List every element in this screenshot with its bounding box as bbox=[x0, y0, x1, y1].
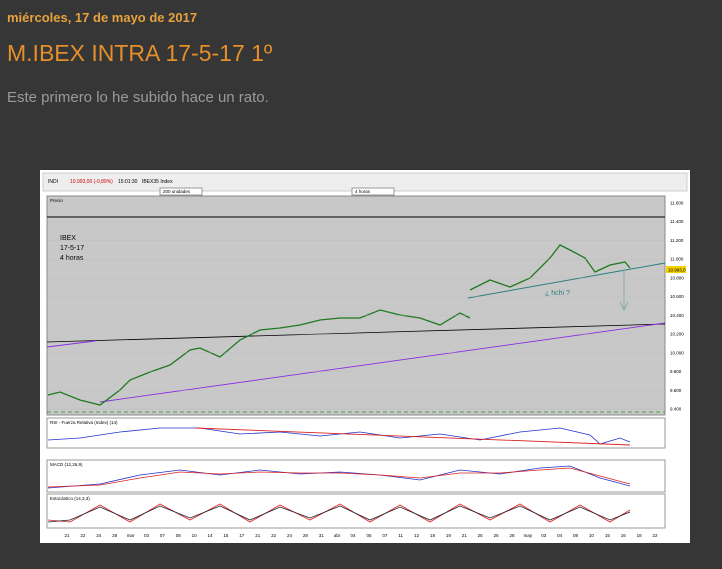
annotation: 17-5-17 bbox=[60, 245, 84, 252]
price-label: 11.200 bbox=[670, 238, 684, 243]
price-label: 11.400 bbox=[670, 219, 684, 224]
x-label: 15 bbox=[223, 533, 229, 538]
x-label: mar bbox=[127, 533, 135, 538]
post-body: Este primero lo he subido hace un rato. bbox=[7, 89, 269, 106]
x-label: 08 bbox=[176, 533, 182, 538]
x-label: 05 bbox=[366, 533, 372, 538]
x-label: 18 bbox=[430, 533, 436, 538]
toolbar-text: INDI bbox=[48, 179, 58, 185]
toolbar-text: IBEX35 Index bbox=[142, 179, 173, 185]
x-label: 07 bbox=[160, 533, 166, 538]
x-label: 17 bbox=[239, 533, 245, 538]
x-label: 21 bbox=[255, 533, 261, 538]
price-label: 10.600 bbox=[670, 294, 684, 299]
x-label: 21 bbox=[64, 533, 70, 538]
x-label: 11 bbox=[398, 533, 403, 538]
x-label: 21 bbox=[462, 533, 468, 538]
x-label: 22 bbox=[80, 533, 86, 538]
annotation: ¿ hchi ? bbox=[545, 290, 570, 297]
indicator-label: MACD (12,26,9) bbox=[50, 462, 83, 467]
x-label: 14 bbox=[208, 533, 214, 538]
annotation: 4 horas bbox=[60, 255, 84, 262]
x-label: 15 bbox=[605, 533, 611, 538]
price-label: 10.200 bbox=[670, 332, 684, 337]
price-label: 11.000 bbox=[670, 257, 684, 262]
x-label: 22 bbox=[271, 533, 277, 538]
x-label: 26 bbox=[494, 533, 500, 538]
indicator-label: Estocástico (14,3,3) bbox=[50, 496, 90, 501]
price-label: 10.400 bbox=[670, 313, 684, 318]
x-label: 24 bbox=[287, 533, 293, 538]
x-label: 28 bbox=[303, 533, 309, 538]
annotation: IBEX bbox=[60, 235, 76, 242]
panel-label: Precio bbox=[50, 198, 63, 203]
x-label: abr bbox=[334, 533, 341, 538]
x-label: 25 bbox=[478, 533, 484, 538]
price-label: 9.400 bbox=[670, 407, 682, 412]
x-label: 10 bbox=[192, 533, 198, 538]
x-label: 10 bbox=[589, 533, 595, 538]
post-title[interactable]: M.IBEX INTRA 17-5-17 1º bbox=[7, 40, 273, 66]
x-label: 04 bbox=[557, 533, 563, 538]
chart-image: INDI 10.993,00 (-0,89%) 15:01:30 IBEX35 … bbox=[40, 170, 690, 543]
x-label: 18 bbox=[637, 533, 643, 538]
price-label: 10.000 bbox=[670, 350, 684, 355]
price-label: 9.600 bbox=[670, 388, 682, 393]
x-label: may bbox=[524, 533, 533, 538]
x-label: 22 bbox=[652, 533, 658, 538]
post-date: miércoles, 17 de mayo de 2017 bbox=[7, 10, 198, 25]
x-label: 07 bbox=[382, 533, 388, 538]
x-label: 28 bbox=[112, 533, 118, 538]
toolbar-text: 15:01:30 bbox=[118, 179, 138, 185]
x-label: 19 bbox=[446, 533, 452, 538]
price-label: 10.800 bbox=[670, 275, 684, 280]
indicator-label: RSI - Fuerza Relativa (Index) (14) bbox=[50, 420, 118, 425]
toolbar-select[interactable]: 4 horas bbox=[355, 189, 371, 194]
x-label: 24 bbox=[96, 533, 102, 538]
x-label: 08 bbox=[573, 533, 579, 538]
x-label: 12 bbox=[414, 533, 420, 538]
toolbar-text: 10.993,00 (-0,89%) bbox=[70, 179, 113, 185]
x-label: 28 bbox=[509, 533, 515, 538]
last-price: 10.993,0 bbox=[668, 268, 686, 273]
price-label: 9.800 bbox=[670, 369, 682, 374]
x-label: 03 bbox=[144, 533, 150, 538]
toolbar-select[interactable]: 200 unidades bbox=[163, 189, 191, 194]
x-label: 31 bbox=[319, 533, 325, 538]
price-label: 11.600 bbox=[670, 201, 684, 206]
x-label: 03 bbox=[541, 533, 547, 538]
x-label: 16 bbox=[621, 533, 627, 538]
x-label: 04 bbox=[351, 533, 357, 538]
